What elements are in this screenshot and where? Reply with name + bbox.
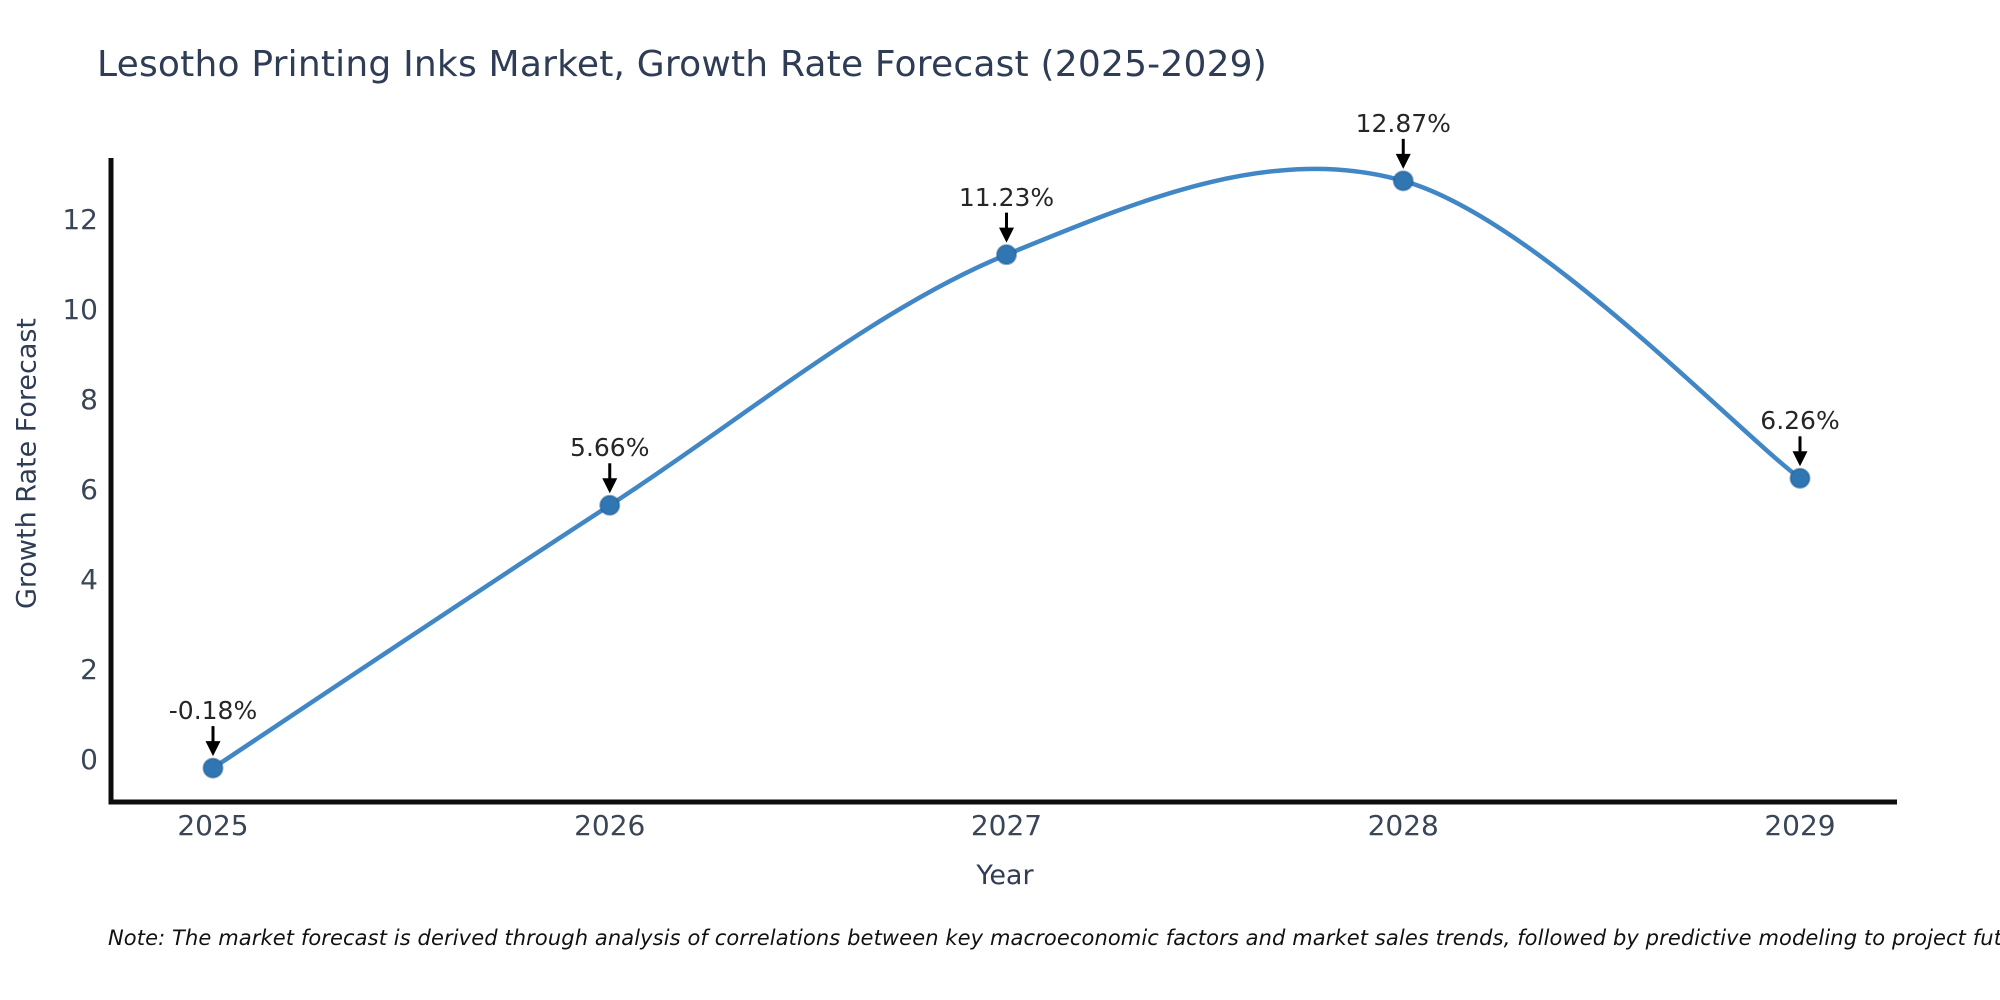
- x-tick-label: 2026: [574, 809, 646, 842]
- y-tick-label: 0: [80, 743, 98, 776]
- y-tick-label: 10: [62, 293, 98, 326]
- footnote: Note: The market forecast is derived thr…: [108, 926, 2000, 950]
- point-value-label: 11.23%: [958, 182, 1055, 212]
- point-value-label: 6.26%: [1760, 406, 1840, 436]
- x-tick-label: 2028: [1367, 809, 1439, 842]
- y-tick-label: 4: [80, 563, 98, 596]
- data-point-marker: [1392, 170, 1414, 192]
- y-tick-label: 6: [80, 473, 98, 506]
- annotation-arrow-head: [1792, 451, 1808, 467]
- y-tick-label: 8: [80, 383, 98, 416]
- annotation-arrow-head: [602, 478, 618, 494]
- annotation-arrow-head: [1395, 153, 1411, 169]
- annotation-arrow-head: [205, 741, 221, 757]
- annotation-arrow-head: [999, 227, 1014, 243]
- x-tick-label: 2027: [970, 809, 1043, 842]
- x-axis-title: Year: [976, 860, 1034, 891]
- y-tick-label: 2: [80, 653, 98, 686]
- data-point-marker: [996, 244, 1017, 266]
- x-tick-label: 2029: [1764, 809, 1836, 842]
- data-point-marker: [202, 757, 224, 779]
- data-point-marker: [599, 494, 621, 516]
- data-point-marker: [1789, 467, 1811, 489]
- point-value-label: 5.66%: [570, 433, 650, 463]
- point-value-label: -0.18%: [168, 696, 258, 726]
- point-value-label: 12.87%: [1355, 108, 1451, 138]
- chart-title: Lesotho Printing Inks Market, Growth Rat…: [97, 44, 1268, 85]
- y-tick-label: 12: [62, 203, 98, 236]
- x-tick-label: 2025: [177, 809, 249, 842]
